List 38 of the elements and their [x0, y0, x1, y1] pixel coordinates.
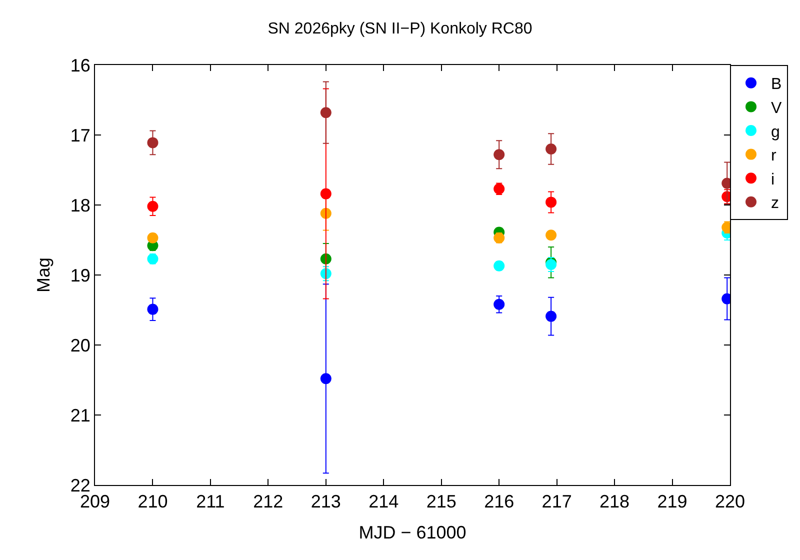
x-tick-label: 219	[657, 492, 688, 512]
point	[320, 107, 332, 118]
x-tick-label: 212	[253, 492, 284, 512]
y-tick-label: 16	[70, 55, 90, 76]
y-axis-title: Mag	[34, 257, 54, 293]
x-tick-label: 213	[310, 492, 341, 512]
legend-label: i	[771, 171, 775, 188]
point	[546, 230, 557, 241]
legend-label: g	[771, 124, 780, 141]
point	[147, 200, 158, 212]
legend-label: V	[771, 100, 782, 117]
y-tick-label: 20	[70, 335, 90, 356]
x-tick-label: 220	[714, 492, 746, 512]
point	[546, 144, 557, 154]
legend-label: z	[771, 195, 779, 212]
point	[147, 304, 158, 315]
legend-label: B	[771, 76, 782, 94]
x-axis-title: MJD − 61000	[358, 522, 466, 543]
x-tick-label: 211	[196, 492, 225, 512]
point	[494, 149, 505, 160]
y-tick-label: 19	[70, 265, 90, 286]
chart-title: SN 2026pky (SN II−P) Konkoly RC80	[268, 20, 532, 38]
y-tick-label: 17	[70, 125, 90, 146]
point	[546, 196, 557, 208]
legend-label: r	[771, 148, 777, 165]
point	[320, 188, 332, 200]
x-tick-label: 218	[600, 492, 630, 512]
x-tick-label: 217	[542, 492, 572, 512]
point	[546, 310, 557, 322]
point	[320, 373, 332, 384]
y-tick-label: 18	[70, 195, 90, 216]
point	[147, 137, 158, 148]
x-tick-label: 215	[426, 492, 456, 512]
x-tick-label: 210	[138, 492, 168, 512]
point	[494, 298, 505, 310]
x-tick-label: 216	[484, 492, 514, 512]
y-tick-label: 21	[70, 405, 90, 426]
x-tick-label: 214	[368, 492, 399, 512]
